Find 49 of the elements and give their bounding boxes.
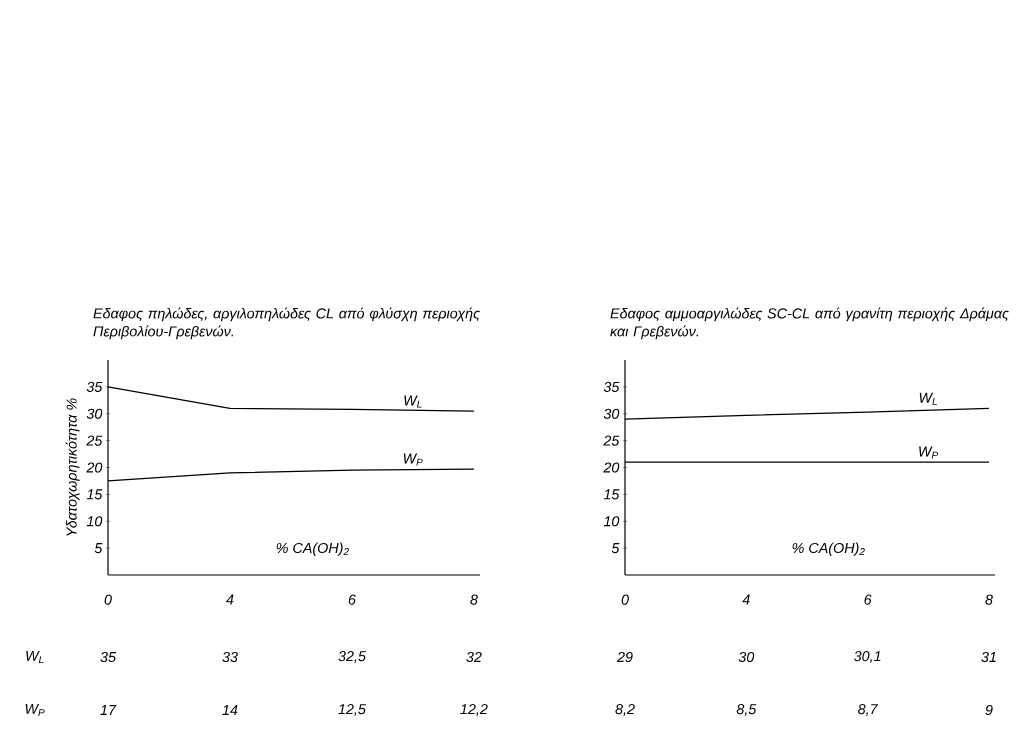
- y-tick-label: 25: [86, 435, 103, 446]
- x-tick-label: 4: [226, 594, 234, 605]
- series-label: W$_{P}$: [919, 446, 939, 459]
- text: W$_{L}$: [26, 650, 44, 664]
- text: 8,5: [736, 704, 757, 716]
- text: 35: [100, 651, 117, 663]
- series-label: W$_{P}$: [403, 453, 423, 466]
- y-tick-label: 10: [86, 516, 103, 527]
- x-tick-label: 0: [104, 594, 112, 605]
- y-tick-label: 20: [603, 462, 620, 473]
- y-tick-label: 5: [611, 543, 620, 554]
- text: 9: [985, 704, 993, 716]
- text: 33: [222, 651, 238, 663]
- x-tick-label: 0: [621, 594, 629, 605]
- y-tick-label: 15: [603, 489, 620, 500]
- text: 8,7: [858, 704, 879, 716]
- text: 32,5: [338, 651, 366, 663]
- x-tick-label: 6: [348, 594, 356, 605]
- y-tick-label: 15: [86, 489, 103, 500]
- y-tick-label: 30: [86, 408, 103, 419]
- y-tick-label: 30: [603, 408, 620, 419]
- y-tick-label: 10: [603, 516, 620, 527]
- text: 17: [100, 705, 117, 715]
- x-tick-label: 8: [985, 594, 993, 605]
- y-tick-label: 25: [603, 435, 620, 446]
- text: W$_{P}$: [25, 703, 45, 717]
- text: 14: [222, 705, 238, 715]
- text: 31: [981, 651, 996, 663]
- y-tick-label: 5: [94, 543, 103, 554]
- text: 12,5: [338, 704, 366, 716]
- chart-title: Εδαφος αμμοαργιλώδες SC-CL από γρανίτη περιοχής Δράμας και Γρεβενών.: [610, 307, 1009, 340]
- series-label: W$_{L}$: [404, 395, 422, 408]
- text: 32: [466, 651, 482, 663]
- text: 30,1: [854, 651, 881, 663]
- x-tick-label: 4: [742, 594, 750, 605]
- y-tick-label: 20: [86, 462, 103, 473]
- text: 30: [738, 651, 755, 663]
- text: 29: [616, 651, 633, 663]
- text: 12,2: [460, 704, 488, 716]
- y-tick-label: 35: [603, 381, 620, 392]
- chart-title: Εδαφος πηλώδες, αργιλοπηλώδες CL από φλύσχη περιοχής Περιβολίου-Γρεβενών.: [93, 307, 481, 340]
- text: 8,2: [615, 704, 635, 716]
- x-axis-title: % CA(OH)$_{2}$: [276, 542, 349, 556]
- y-tick-label: 35: [86, 381, 103, 392]
- x-axis-title: % CA(OH)$_{2}$: [792, 542, 865, 556]
- series-label: W$_{L}$: [919, 392, 937, 405]
- y-axis-title: Υδατοχωρητικότητα %: [65, 398, 80, 536]
- x-tick-label: 6: [864, 594, 872, 605]
- x-tick-label: 8: [470, 594, 478, 605]
